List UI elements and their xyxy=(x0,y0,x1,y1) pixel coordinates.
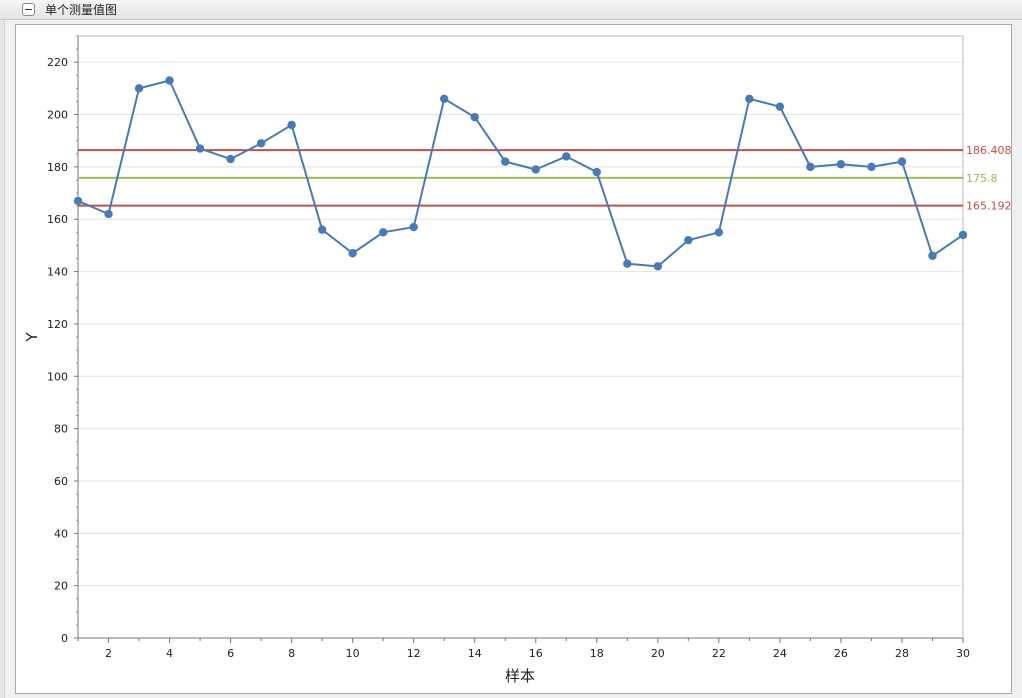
data-point xyxy=(958,230,968,240)
data-point xyxy=(73,196,83,206)
data-point xyxy=(440,94,449,104)
data-point xyxy=(562,152,571,161)
y-tick-label: 100 xyxy=(47,370,68,383)
reference-lines: 186.408 175.8 165.192 xyxy=(78,144,1012,213)
data-point xyxy=(745,94,754,104)
y-tick-label: 180 xyxy=(47,161,68,174)
reference-line-label: 186.408 xyxy=(966,144,1012,157)
data-point xyxy=(378,228,388,237)
data-point xyxy=(592,167,601,177)
y-tick-label: 20 xyxy=(54,580,68,593)
data-point xyxy=(928,251,937,261)
data-point xyxy=(623,259,632,268)
series-layer xyxy=(73,76,968,271)
y-tick-label: 200 xyxy=(47,109,68,122)
data-point xyxy=(317,225,327,234)
x-tick-label: 8 xyxy=(288,647,295,660)
data-point xyxy=(684,235,693,245)
plot-area-border xyxy=(77,35,964,639)
x-tick-label: 14 xyxy=(468,647,482,660)
x-tick-label: 18 xyxy=(590,647,604,660)
series-line xyxy=(77,79,964,268)
y-axis-title: Y xyxy=(23,332,41,343)
x-tick-label: 22 xyxy=(712,647,726,660)
data-point xyxy=(226,154,235,164)
reference-line-label: 175.8 xyxy=(966,172,998,185)
y-tick-label: 220 xyxy=(47,56,68,69)
x-tick-label: 6 xyxy=(227,647,234,660)
data-point xyxy=(806,162,815,172)
data-point xyxy=(714,228,724,237)
y-tick-label: 160 xyxy=(47,213,68,226)
reference-line-label: 165.192 xyxy=(966,200,1012,213)
y-tick-label: 80 xyxy=(54,423,68,436)
x-tick-label: 24 xyxy=(773,647,787,660)
data-point xyxy=(195,144,205,153)
x-axis-title: 样本 xyxy=(505,667,535,685)
y-tick-label: 60 xyxy=(54,475,68,488)
data-point xyxy=(867,162,876,172)
panel-title: 单个测量值图 xyxy=(45,3,118,17)
data-point xyxy=(775,102,785,111)
data-point xyxy=(409,222,418,232)
y-tick-label: 40 xyxy=(54,527,68,540)
y-tick-label: 0 xyxy=(61,632,68,645)
y-tick-label: 140 xyxy=(47,266,68,279)
data-point xyxy=(165,76,174,85)
grid-layer xyxy=(78,61,963,587)
data-point xyxy=(104,209,113,219)
x-tick-label: 16 xyxy=(529,647,543,660)
x-tick-label: 4 xyxy=(166,647,173,660)
x-tick-label: 12 xyxy=(407,647,421,660)
data-point xyxy=(134,84,144,93)
data-point xyxy=(897,157,907,166)
data-point xyxy=(256,139,266,148)
panel-header: 单个测量值图 xyxy=(0,0,1022,20)
data-point xyxy=(501,157,510,166)
x-tick-label: 26 xyxy=(834,647,848,660)
x-tick-label: 2 xyxy=(105,647,112,660)
x-tick-label: 10 xyxy=(346,647,360,660)
left-window-edge xyxy=(0,20,5,698)
y-tick-label: 120 xyxy=(47,318,68,331)
x-tick-label: 30 xyxy=(956,647,970,660)
data-point xyxy=(348,249,357,258)
data-point xyxy=(470,112,479,122)
x-tick-label: 20 xyxy=(651,647,665,660)
collapse-icon[interactable] xyxy=(22,3,35,16)
data-point xyxy=(531,165,540,174)
data-point xyxy=(836,160,846,169)
chart-container xyxy=(15,24,1012,694)
data-point xyxy=(653,262,663,271)
x-tick-label: 28 xyxy=(895,647,909,660)
data-point xyxy=(287,120,296,130)
